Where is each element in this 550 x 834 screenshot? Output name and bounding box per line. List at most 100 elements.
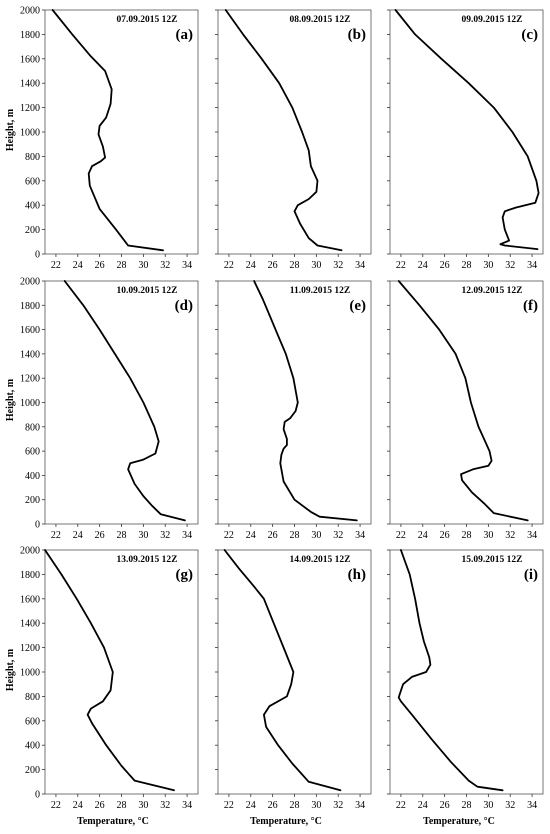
y-tick-label: 1400 — [20, 79, 40, 90]
panel-label: (g) — [176, 567, 194, 583]
plot-frame — [389, 9, 544, 255]
y-tick-label: 1600 — [20, 594, 40, 605]
x-tick-label: 34 — [182, 530, 192, 541]
x-tick-label: 28 — [290, 800, 300, 811]
x-tick-label: 24 — [418, 530, 428, 541]
temperature-profile-line — [44, 549, 175, 792]
x-tick-label: 34 — [182, 260, 192, 271]
x-tick-label: 28 — [462, 260, 472, 271]
panel-label: (c) — [521, 27, 538, 43]
x-tick-label: 22 — [51, 800, 61, 811]
x-tick-label: 30 — [311, 800, 321, 811]
x-tick-label: 26 — [268, 530, 278, 541]
x-tick-label: 32 — [160, 260, 170, 271]
y-tick-label: 400 — [25, 201, 40, 212]
y-tick-label: 400 — [25, 471, 40, 482]
x-tick-label: 34 — [355, 530, 365, 541]
x-tick-label: 32 — [333, 260, 343, 271]
x-tick-label: 22 — [224, 260, 234, 271]
x-tick-label: 30 — [138, 530, 148, 541]
x-tick-label: 30 — [483, 260, 493, 271]
y-tick-label: 1800 — [20, 30, 40, 41]
y-tick-label: 800 — [25, 692, 40, 703]
x-tick-label: 22 — [396, 530, 406, 541]
y-tick-label: 1000 — [20, 128, 40, 139]
x-tick-label: 34 — [527, 260, 537, 271]
plot-frame — [44, 280, 199, 525]
temperature-profile-line — [63, 280, 186, 522]
x-tick-label: 22 — [396, 800, 406, 811]
y-axis-label-row-2: Height, m — [5, 378, 16, 421]
y-tick-label: 1800 — [20, 301, 40, 312]
x-tick-label: 24 — [73, 530, 83, 541]
x-tick-label: 30 — [483, 800, 493, 811]
y-tick-label: 1600 — [20, 54, 40, 65]
panel-label: (f) — [523, 298, 538, 314]
panel-title: 11.09.2015 12Z — [290, 286, 350, 296]
panel-label: (d) — [175, 298, 193, 314]
panel-title: 12.09.2015 12Z — [462, 286, 523, 296]
panel-title: 09.09.2015 12Z — [462, 15, 523, 25]
x-tick-label: 34 — [527, 800, 537, 811]
x-tick-label: 32 — [505, 260, 515, 271]
x-tick-label: 28 — [117, 260, 127, 271]
x-tick-label: 32 — [505, 800, 515, 811]
x-tick-label: 30 — [138, 260, 148, 271]
y-tick-label: 1400 — [20, 349, 40, 360]
x-tick-label: 32 — [333, 530, 343, 541]
x-tick-label: 24 — [418, 260, 428, 271]
y-tick-label: 1000 — [20, 668, 40, 679]
y-tick-label: 2000 — [20, 6, 40, 17]
y-tick-label: 1800 — [20, 570, 40, 581]
x-tick-label: 32 — [333, 800, 343, 811]
panel-label: (b) — [348, 27, 366, 43]
x-tick-label: 34 — [527, 530, 537, 541]
panel-i: 22 24 26 28 30 32 34 15.09.2015 12Z(i) — [387, 549, 544, 811]
panel-label: (e) — [349, 298, 366, 314]
x-tick-label: 22 — [224, 530, 234, 541]
x-tick-label: 32 — [160, 800, 170, 811]
temperature-profile-line — [51, 9, 164, 252]
y-tick-label: 0 — [35, 520, 40, 531]
temperature-profile-line — [223, 549, 342, 792]
temperature-profile-line — [253, 280, 358, 522]
panel-label: (i) — [524, 567, 538, 583]
y-tick-label: 200 — [25, 225, 40, 236]
plot-frame — [44, 9, 199, 255]
panel-b: 22 24 26 28 30 32 34 08.09.2015 12Z (b) — [215, 9, 372, 271]
x-tick-label: 24 — [246, 260, 256, 271]
temperature-profile-line — [394, 9, 540, 250]
x-tick-label: 30 — [311, 260, 321, 271]
x-tick-label: 22 — [396, 260, 406, 271]
x-tick-label: 24 — [418, 800, 428, 811]
y-tick-label: 1200 — [20, 643, 40, 654]
panel-h: 22 24 26 28 30 32 34 14.09.2015 12Z (h) — [215, 549, 372, 811]
y-tick-label: 400 — [25, 741, 40, 752]
panel-g: 22 24 26 28 30 32 34 0 200 400 600 800 1000 1200 1400 1… — [20, 546, 199, 811]
panel-title: 13.09.2015 12Z — [117, 555, 178, 565]
plot-frame — [44, 549, 199, 795]
panel-label: (a) — [176, 27, 194, 43]
x-tick-label: 32 — [160, 530, 170, 541]
y-tick-label: 0 — [35, 250, 40, 261]
panel-title: 15.09.2015 12Z — [462, 555, 523, 565]
temperature-profile-line — [224, 9, 343, 252]
x-tick-label: 26 — [95, 800, 105, 811]
x-tick-label: 30 — [138, 800, 148, 811]
y-tick-label: 200 — [25, 765, 40, 776]
y-tick-label: 200 — [25, 495, 40, 506]
x-tick-label: 26 — [268, 800, 278, 811]
temperature-profile-line — [397, 280, 529, 522]
y-tick-label: 600 — [25, 447, 40, 458]
x-tick-label: 26 — [95, 530, 105, 541]
y-tick-label: 1600 — [20, 325, 40, 336]
x-tick-label: 28 — [290, 530, 300, 541]
x-axis-label-col-3: Temperature, °C — [423, 816, 495, 827]
y-tick-label: 1200 — [20, 103, 40, 114]
plot-frame — [389, 280, 544, 525]
x-tick-label: 28 — [462, 800, 472, 811]
y-tick-label: 1000 — [20, 398, 40, 409]
x-tick-label: 26 — [440, 260, 450, 271]
y-tick-label: 2000 — [20, 277, 40, 288]
